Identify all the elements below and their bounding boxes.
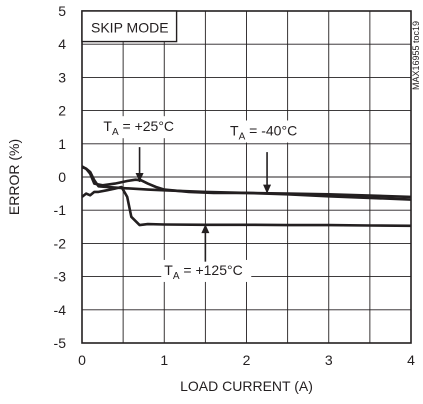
x-tick-label: 1 [160, 352, 168, 368]
y-axis-label: ERROR (%) [6, 139, 22, 215]
x-tick-label: 4 [407, 352, 415, 368]
annotation-ta-25c-sub: A [112, 127, 119, 138]
mode-label-box [81, 10, 178, 43]
y-tick-label: -1 [54, 202, 67, 218]
series-line-2 [81, 185, 412, 228]
y-tick-label: 5 [58, 3, 66, 19]
annotation-ta-125c-arrowhead [201, 224, 210, 234]
x-tick-label: 0 [78, 352, 86, 368]
x-axis-label: LOAD CURRENT (A) [180, 378, 313, 394]
annotation-ta-minus40c-arrowhead [263, 184, 272, 194]
y-tick-labels: 5 4 3 2 1 0 -1 -2 -3 -4 -5 [54, 3, 67, 351]
plot-frame [81, 10, 412, 344]
grid [82, 10, 411, 344]
series-layer [81, 165, 412, 228]
y-tick-label: -3 [54, 269, 67, 285]
x-tick-labels: 0 1 2 3 4 [78, 352, 415, 368]
svg-text:TA = -40°C: TA = -40°C [230, 123, 297, 143]
annotation-ta-125c: TA = +125°C [161, 224, 252, 282]
series-line-1 [81, 165, 412, 201]
y-tick-label: 0 [58, 169, 66, 185]
y-tick-label: 2 [58, 103, 66, 119]
mode-label: SKIP MODE [91, 20, 169, 36]
x-tick-label: 2 [243, 352, 251, 368]
y-tick-label: -4 [54, 302, 67, 318]
y-tick-label: -2 [54, 235, 67, 251]
y-tick-label: 1 [58, 136, 66, 152]
annotation-ta-125c-sub: A [173, 271, 180, 282]
annotation-ta-25c-arrowhead [135, 172, 144, 182]
annotation-ta-minus40c-sub: A [239, 132, 246, 143]
y-tick-label: 3 [58, 69, 66, 85]
annotation-ta-25c-value: = +25°C [119, 118, 174, 134]
y-tick-label: 4 [58, 36, 66, 52]
annotation-ta-minus40c: TA = -40°C [227, 120, 314, 194]
annotation-ta-125c-value: = +125°C [179, 262, 242, 278]
svg-text:TA = +25°C: TA = +25°C [103, 118, 174, 138]
x-tick-label: 3 [325, 352, 333, 368]
y-tick-label: -5 [54, 335, 67, 351]
annotation-ta-minus40c-value: = -40°C [245, 123, 297, 139]
figure-id: MAX16955 toc19 [411, 21, 421, 90]
svg-text:TA = +125°C: TA = +125°C [164, 262, 242, 282]
annotation-ta-25c: TA = +25°C [100, 116, 189, 182]
